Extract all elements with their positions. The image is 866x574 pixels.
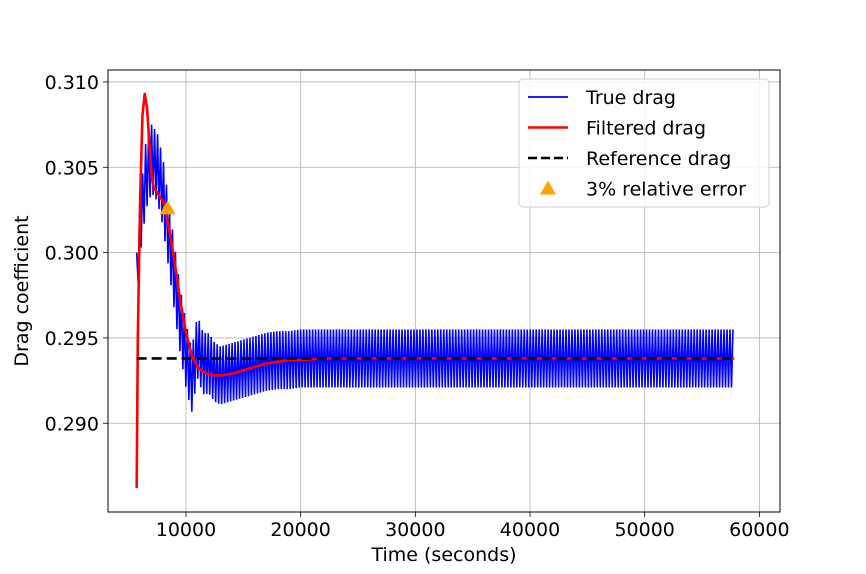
axis-ticks: 10000 20000 30000 40000 50000 60000 0.290 0.295…: [45, 72, 790, 541]
x-tick-label: 20000: [270, 519, 330, 541]
legend-entry-label: 3% relative error: [586, 179, 746, 201]
legend-entry-label: Filtered drag: [586, 118, 706, 140]
legend: True drag Filtered drag Reference drag 3% r…: [518, 78, 770, 208]
legend-box: [518, 78, 770, 208]
y-tick-label: 0.295: [45, 328, 99, 350]
y-tick-label: 0.290: [45, 413, 99, 435]
y-tick-label: 0.305: [45, 157, 99, 179]
data-series: [135, 92, 735, 489]
y-tick-label: 0.300: [45, 243, 99, 265]
relative-error-marker: [159, 200, 176, 215]
x-tick-label: 40000: [500, 519, 560, 541]
filtered-drag-line: [135, 92, 735, 489]
x-tick-label: 60000: [729, 519, 789, 541]
legend-entry-label: Reference drag: [586, 148, 731, 170]
x-tick-label: 50000: [614, 519, 674, 541]
true-drag-line: [135, 124, 734, 412]
plot-frame: [107, 69, 781, 513]
x-tick-label: 30000: [385, 519, 445, 541]
x-tick-label: 10000: [156, 519, 216, 541]
x-axis-label: Time (seconds): [370, 544, 516, 566]
y-axis-label: Drag coefficient: [11, 215, 33, 366]
legend-entry-label: True drag: [585, 87, 676, 109]
y-tick-label: 0.310: [45, 72, 99, 94]
legend-marker-relative-error: [540, 180, 556, 195]
